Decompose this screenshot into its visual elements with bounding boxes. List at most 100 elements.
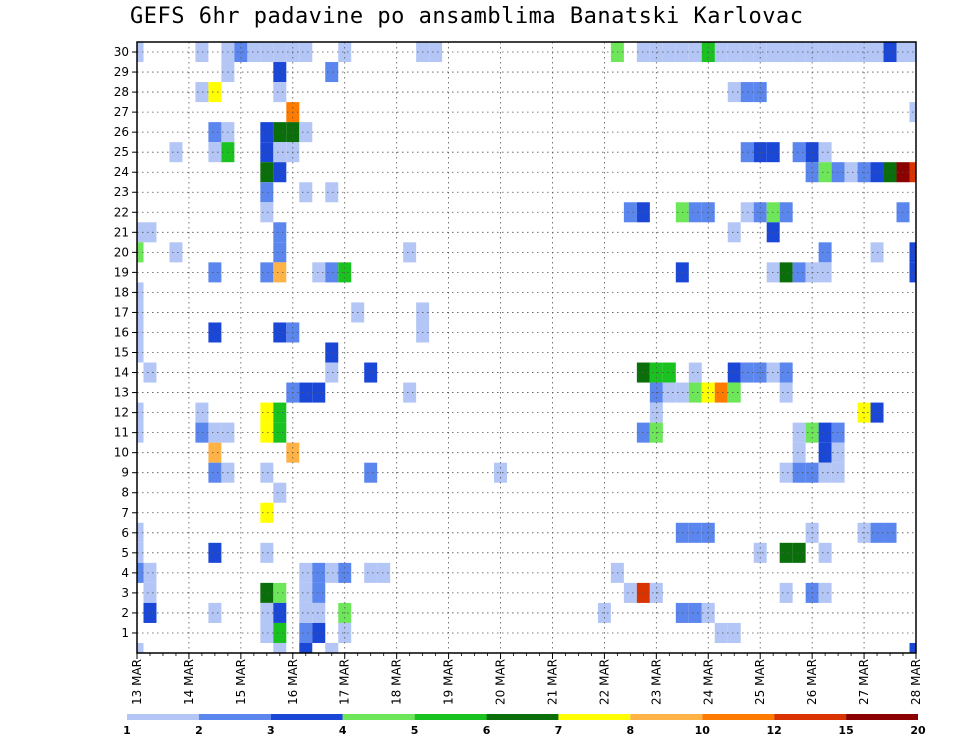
colorbar-segment (630, 714, 703, 720)
heatmap-cell (714, 42, 728, 63)
x-tick-label: 15 MAR (234, 659, 248, 705)
heatmap-cell (137, 342, 144, 363)
heatmap-cell (273, 142, 287, 163)
y-tick-label: 10 (114, 446, 129, 460)
colorbar-label: 6 (483, 724, 491, 737)
heatmap-cell (299, 622, 313, 643)
heatmap-cell (818, 142, 832, 163)
heatmap-cell (260, 622, 274, 643)
heatmap-cell (727, 42, 741, 63)
heatmap-cell (195, 422, 209, 443)
heatmap-cell (883, 42, 897, 63)
colorbar-label: 1 (123, 724, 131, 737)
heatmap-cell (273, 622, 287, 643)
y-tick-label: 23 (114, 185, 129, 199)
heatmap-cell (273, 242, 287, 263)
heatmap-cell (273, 402, 287, 423)
heatmap-cell (364, 562, 378, 583)
heatmap-cell (273, 642, 287, 653)
heatmap-cell (260, 202, 274, 223)
heatmap-cell (818, 162, 832, 183)
y-tick-label: 6 (121, 526, 129, 540)
heatmap-cell (883, 522, 897, 543)
y-tick-label: 4 (121, 566, 129, 580)
heatmap-cell (818, 542, 832, 563)
heatmap-cell (260, 262, 274, 283)
heatmap-cell (792, 42, 806, 63)
heatmap-cell (273, 602, 287, 623)
y-tick-label: 16 (114, 325, 129, 339)
heatmap-cell (143, 562, 157, 583)
heatmap-cell (403, 242, 417, 263)
heatmap-cell (137, 642, 144, 653)
colorbar-label: 3 (267, 724, 275, 737)
colorbar-segment (558, 714, 631, 720)
heatmap-cell (260, 42, 274, 63)
y-tick-label: 8 (121, 486, 129, 500)
heatmap-cell (312, 262, 326, 283)
heatmap-cell (727, 622, 741, 643)
x-tick-label: 14 MAR (182, 659, 196, 705)
heatmap-cell (818, 422, 832, 443)
heatmap-cell (779, 202, 793, 223)
heatmap-cell (260, 582, 274, 603)
heatmap-cell (818, 462, 832, 483)
heatmap-cell (208, 142, 222, 163)
x-tick-label: 24 MAR (701, 659, 715, 705)
y-tick-label: 29 (114, 65, 129, 79)
heatmap-cell (208, 542, 222, 563)
heatmap-cell (273, 482, 287, 503)
heatmap-cell (137, 302, 144, 323)
heatmap-cell (208, 442, 222, 463)
heatmap-cell (299, 182, 313, 203)
heatmap-cell (137, 522, 144, 543)
heatmap-cell (325, 362, 339, 383)
heatmap-cell (137, 322, 144, 343)
heatmap-cell (623, 582, 637, 603)
heatmap-cell (312, 582, 326, 603)
heatmap-cell (273, 422, 287, 443)
heatmap-cell (779, 262, 793, 283)
heatmap-cell (429, 42, 443, 63)
colorbar-label: 15 (838, 724, 853, 737)
heatmap-cell (844, 42, 858, 63)
heatmap-cell (247, 42, 261, 63)
y-tick-label: 21 (114, 225, 129, 239)
y-tick-label: 25 (114, 145, 129, 159)
heatmap-cell (169, 242, 183, 263)
heatmap-cell (137, 282, 144, 303)
y-tick-label: 13 (114, 386, 129, 400)
heatmap-cell (273, 122, 287, 143)
heatmap-cell (299, 642, 313, 653)
heatmap-cell (195, 402, 209, 423)
colorbar-segment (486, 714, 559, 720)
y-tick-label: 15 (114, 346, 129, 360)
y-axis: 1234567891011121314151617181920212223242… (114, 45, 137, 640)
heatmap-cell (364, 462, 378, 483)
heatmap-cell (208, 322, 222, 343)
y-tick-label: 7 (121, 506, 129, 520)
heatmap-cell (818, 242, 832, 263)
heatmap-cell (273, 222, 287, 243)
heatmap-cell (325, 182, 339, 203)
x-tick-label: 17 MAR (338, 659, 352, 705)
heatmap-cell (779, 382, 793, 403)
heatmap-cell (727, 382, 741, 403)
colorbar-label: 12 (767, 724, 782, 737)
y-tick-label: 1 (121, 626, 129, 640)
heatmap-cell (260, 502, 274, 523)
heatmap-cell (208, 462, 222, 483)
heatmap-cell (727, 222, 741, 243)
y-tick-label: 2 (121, 606, 129, 620)
heatmap-cell (818, 582, 832, 603)
y-tick-label: 17 (114, 305, 129, 319)
colorbar-label: 2 (195, 724, 203, 737)
x-tick-label: 16 MAR (286, 659, 300, 705)
colorbar-segment (702, 714, 775, 720)
heatmap-cell (662, 42, 676, 63)
heatmap-cell (260, 462, 274, 483)
heatmap-cell (377, 562, 391, 583)
heatmap-cell (273, 262, 287, 283)
heatmap-cell (195, 42, 209, 63)
heatmap-cell (260, 162, 274, 183)
